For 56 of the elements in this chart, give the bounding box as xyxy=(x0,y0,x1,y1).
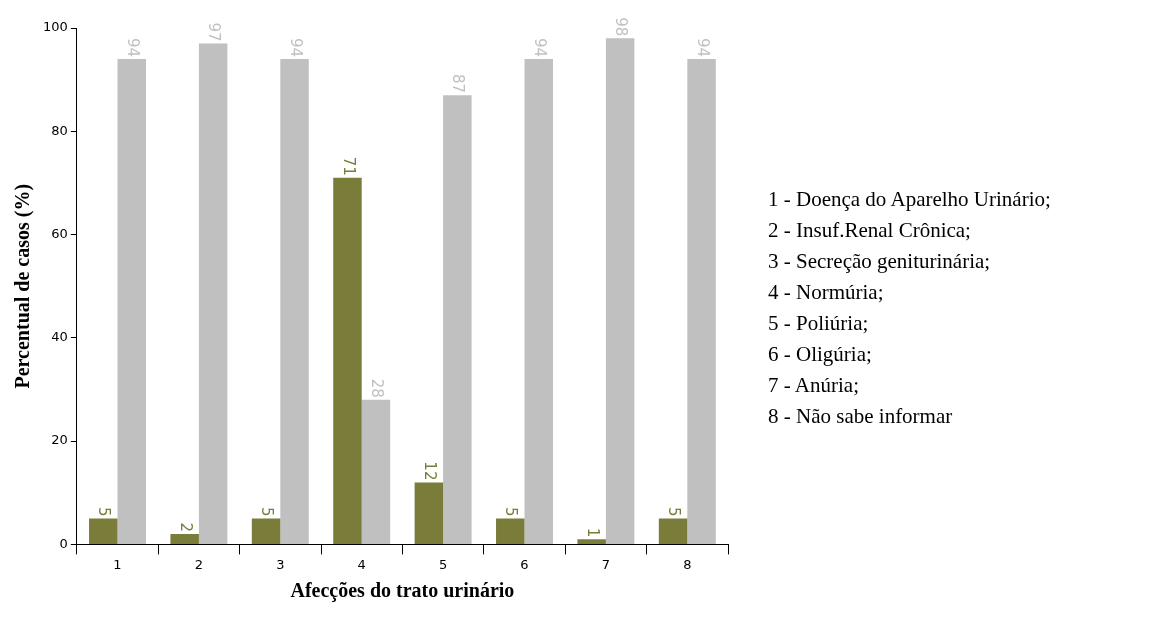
x-tick-label: 7 xyxy=(601,556,611,572)
data-label: 12 xyxy=(420,461,439,481)
x-tick-label: 4 xyxy=(357,556,366,572)
text: 8 - Não sabe informar xyxy=(768,403,954,430)
bar xyxy=(280,58,309,544)
bar xyxy=(577,539,606,544)
data-label: 71 xyxy=(339,156,358,176)
bar xyxy=(605,38,635,544)
data-label: 97 xyxy=(205,22,224,42)
text: 5 - Poliúria; xyxy=(768,310,870,337)
bar xyxy=(658,518,688,544)
bar xyxy=(333,177,362,544)
data-label: 5 xyxy=(502,507,521,517)
text: 4 - Normúria; xyxy=(768,279,885,306)
data-label: 5 xyxy=(95,507,114,517)
bar xyxy=(361,399,391,544)
x-tick-label: 5 xyxy=(438,556,448,572)
data-label: 28 xyxy=(368,378,387,398)
y-tick-label: 40 xyxy=(51,329,68,345)
x-tick-label: 8 xyxy=(683,556,692,572)
data-label: 1 xyxy=(583,527,602,538)
y-tick-label: 20 xyxy=(51,432,68,448)
text: 6 - Oligúria; xyxy=(768,341,873,368)
data-label: 2 xyxy=(176,522,195,533)
data-label: 5 xyxy=(258,507,277,517)
bar xyxy=(443,95,472,544)
data-label: 94 xyxy=(123,37,142,57)
data-label: 98 xyxy=(612,17,631,37)
y-tick-label: 60 xyxy=(51,225,68,241)
data-label: 5 xyxy=(665,507,684,517)
bar xyxy=(89,518,118,544)
bar xyxy=(251,518,281,544)
y-axis-title: Percentual de casos (%) xyxy=(11,183,35,389)
bar xyxy=(117,58,146,544)
bar xyxy=(170,534,199,544)
bar xyxy=(414,482,444,544)
text: 3 - Secreção geniturinária; xyxy=(768,248,992,275)
data-label: 94 xyxy=(286,37,305,57)
text: 2 - Insuf.Renal Crônica; xyxy=(768,217,972,244)
bar xyxy=(687,58,716,544)
data-label: 94 xyxy=(530,37,549,57)
x-tick-label: 2 xyxy=(194,556,204,572)
bar xyxy=(496,518,525,544)
bar xyxy=(524,58,553,544)
x-tick-label: 6 xyxy=(520,556,529,572)
data-label: 87 xyxy=(449,74,468,94)
y-tick-label: 80 xyxy=(51,122,68,138)
y-tick-label: 100 xyxy=(42,19,68,35)
y-tick-label: 0 xyxy=(59,535,68,551)
x-tick-label: 1 xyxy=(113,556,122,572)
x-axis-title: Afecções do trato urinário xyxy=(290,579,515,603)
data-label: 94 xyxy=(693,37,712,57)
x-tick-label: 3 xyxy=(276,556,285,572)
bar xyxy=(198,43,228,544)
text: 1 - Doença do Aparelho Urinário; xyxy=(768,186,1051,213)
text: 7 - Anúria; xyxy=(768,372,860,399)
